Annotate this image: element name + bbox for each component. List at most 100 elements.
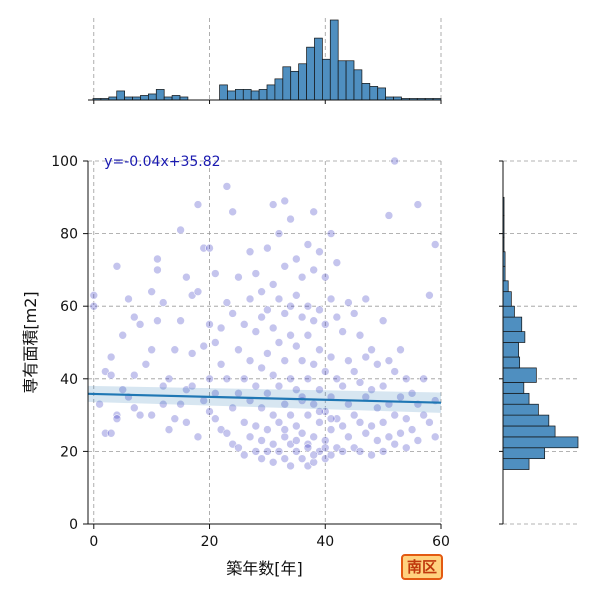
- scatter-point: [344, 432, 353, 442]
- scatter-point: [303, 410, 313, 420]
- scatter-point: [147, 410, 156, 420]
- y-axis-title: 専有面積[m2]: [21, 291, 40, 393]
- scatter-point: [378, 316, 388, 326]
- scatter-points: [89, 156, 440, 471]
- scatter-point: [413, 200, 423, 209]
- scatter-point: [141, 359, 151, 369]
- scatter-point: [349, 309, 359, 318]
- scatter-point: [320, 443, 330, 453]
- scatter-point: [153, 316, 162, 326]
- scatter-point: [401, 414, 411, 424]
- scatter-point: [170, 414, 180, 424]
- right-hist-bar: [502, 291, 512, 307]
- top-hist-bar: [282, 66, 292, 101]
- top-hist-bar: [250, 90, 260, 101]
- scatter-point: [274, 447, 284, 456]
- scatter-point: [338, 327, 347, 336]
- right-hist-bar: [502, 458, 530, 470]
- top-hist-bar: [329, 19, 339, 101]
- scatter-point: [332, 374, 342, 384]
- top-hist-bar: [148, 93, 157, 101]
- scatter-point: [257, 436, 266, 445]
- scatter-point: [326, 425, 336, 434]
- scatter-point: [205, 320, 214, 329]
- scatter-point: [292, 421, 301, 431]
- scatter-point: [216, 323, 226, 333]
- scatter-point: [222, 428, 232, 438]
- scatter-point: [315, 247, 324, 257]
- scatter-point: [135, 410, 145, 420]
- scatter-point: [158, 381, 168, 391]
- scatter-point: [286, 461, 295, 471]
- scatter-point: [268, 200, 278, 209]
- scatter-point: [222, 298, 232, 307]
- scatter-point: [367, 385, 376, 394]
- scatter-point: [367, 450, 376, 460]
- scatter-point: [153, 265, 162, 275]
- scatter-point: [245, 432, 255, 442]
- right-hist-bar: [502, 331, 526, 343]
- scatter-point: [361, 352, 371, 362]
- scatter-point: [419, 374, 428, 384]
- scatter-point: [251, 447, 261, 456]
- scatter-point: [158, 298, 168, 307]
- scatter-point: [320, 367, 330, 376]
- top-hist-bar: [290, 70, 299, 101]
- scatter-point: [373, 436, 382, 445]
- scatter-point: [274, 229, 284, 238]
- scatter-point: [187, 381, 197, 391]
- y-tick-label: 0: [69, 517, 78, 533]
- scatter-point: [309, 359, 318, 369]
- scatter-point: [297, 312, 307, 322]
- scatter-point: [355, 418, 365, 427]
- scatter-point: [407, 425, 417, 434]
- right-hist-bar: [502, 447, 546, 460]
- scatter-point: [292, 254, 301, 264]
- top-hist-bar: [353, 69, 363, 101]
- scatter-point: [199, 341, 209, 351]
- scatter-point: [338, 447, 347, 456]
- scatter-point: [245, 294, 255, 304]
- scatter-point: [211, 414, 220, 424]
- scatter-point: [257, 287, 266, 296]
- scatter-point: [280, 309, 290, 318]
- top-hist-bar: [306, 46, 315, 101]
- top-hist-bar: [155, 89, 165, 101]
- scatter-point: [263, 447, 272, 456]
- scatter-point: [309, 432, 318, 442]
- scatter-point: [268, 410, 278, 420]
- right-hist-bar: [502, 356, 521, 369]
- scatter-point: [373, 403, 382, 413]
- scatter-point: [211, 269, 220, 278]
- top-hist-bar: [274, 78, 284, 101]
- scatter-point: [251, 269, 261, 278]
- scatter-point: [268, 439, 278, 449]
- scatter-point: [153, 254, 162, 264]
- scatter-point: [274, 294, 284, 304]
- scatter-point: [384, 356, 394, 365]
- scatter-point: [95, 399, 104, 409]
- scatter-point: [430, 240, 440, 249]
- scatter-point: [315, 407, 324, 416]
- scatter-point: [303, 240, 313, 249]
- scatter-point: [176, 316, 185, 326]
- regression-line: [87, 392, 442, 404]
- scatter-point: [361, 294, 371, 304]
- scatter-point: [112, 414, 122, 424]
- scatter-point: [176, 225, 185, 235]
- scatter-point: [193, 287, 203, 296]
- scatter-point: [280, 399, 290, 409]
- scatter-point: [303, 439, 313, 449]
- scatter-point: [401, 374, 411, 384]
- scatter-point: [234, 345, 243, 355]
- scatter-point: [239, 320, 249, 329]
- top-hist-bar: [140, 95, 149, 101]
- scatter-point: [309, 457, 318, 467]
- scatter-point: [129, 312, 139, 322]
- scatter-point: [280, 196, 290, 206]
- top-hist-bar: [219, 84, 228, 101]
- scatter-point: [419, 410, 428, 420]
- scatter-point: [338, 381, 347, 391]
- scatter-point: [257, 403, 266, 413]
- scatter-point: [263, 305, 272, 315]
